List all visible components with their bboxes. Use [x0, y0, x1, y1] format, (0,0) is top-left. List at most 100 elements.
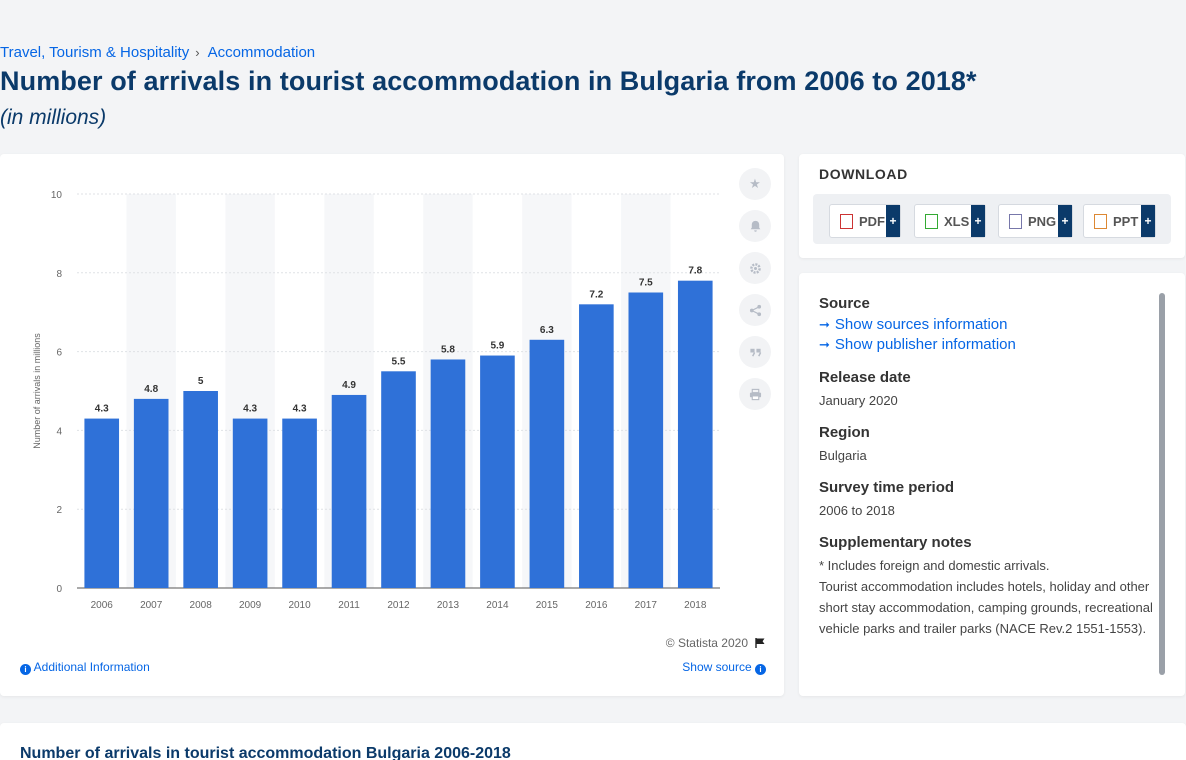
y-axis-title: Number of arrivals in millions [32, 333, 42, 449]
x-tick-label: 2018 [684, 600, 707, 611]
data-label: 6.3 [540, 325, 554, 336]
x-tick-label: 2015 [536, 600, 559, 611]
x-tick-label: 2009 [239, 600, 262, 611]
bottom-title: Number of arrivals in tourist accommodat… [20, 745, 511, 760]
plus-icon: + [1141, 205, 1155, 237]
x-tick-label: 2016 [585, 600, 608, 611]
data-label: 4.8 [144, 384, 158, 395]
show-source-link[interactable]: Show source i [682, 660, 766, 675]
bar-2013 [430, 359, 466, 588]
source-heading: Source [819, 295, 870, 312]
show-sources-link[interactable]: ➞ Show sources information [819, 316, 1155, 333]
xls-label: XLS [944, 213, 970, 229]
show-source-label: Show source [682, 660, 752, 674]
ppt-label: PPT [1113, 213, 1139, 229]
supplementary-notes-heading: Supplementary notes [819, 534, 972, 551]
y-tick-label: 0 [56, 584, 62, 595]
data-label: 5.5 [392, 356, 406, 367]
additional-information-link[interactable]: i Additional Information [20, 660, 150, 675]
top-bar [0, 0, 1186, 38]
bar-2006 [84, 418, 120, 588]
download-pdf-button[interactable]: PDF + [829, 204, 901, 238]
x-tick-label: 2007 [140, 600, 163, 611]
meta-card: Source ➞ Show sources information ➞ Show… [799, 273, 1185, 696]
bar-2018 [677, 280, 713, 588]
additional-information-label: Additional Information [33, 660, 150, 674]
data-label: 7.5 [639, 278, 653, 289]
breadcrumb-item-travel[interactable]: Travel, Tourism & Hospitality [0, 44, 190, 61]
info-icon: i [755, 664, 766, 675]
download-card: DOWNLOAD PDF + XLS + PNG + PPT + [799, 154, 1185, 258]
info-icon: i [20, 664, 31, 675]
bottom-card: Number of arrivals in tourist accommodat… [0, 723, 1186, 760]
show-sources-label: Show sources information [834, 316, 1008, 333]
plus-icon: + [1058, 205, 1072, 237]
data-label: 4.3 [243, 404, 257, 415]
download-xls-button[interactable]: XLS + [914, 204, 986, 238]
data-label: 7.8 [688, 266, 702, 277]
pdf-file-icon [840, 213, 853, 229]
bell-icon[interactable] [739, 210, 771, 242]
bar-2007 [133, 398, 169, 588]
show-publisher-label: Show publisher information [834, 336, 1016, 353]
y-tick-label: 4 [56, 426, 62, 437]
copyright: © Statista 2020 [666, 636, 766, 650]
bar-2011 [331, 394, 367, 588]
data-label: 7.2 [589, 289, 603, 300]
share-icon[interactable] [739, 294, 771, 326]
survey-period-value: 2006 to 2018 [819, 503, 895, 518]
scrollbar[interactable] [1159, 293, 1165, 675]
x-tick-label: 2011 [338, 600, 360, 611]
png-file-icon [1009, 213, 1022, 229]
bar-2009 [232, 418, 268, 588]
x-tick-label: 2010 [288, 600, 311, 611]
arrow-right-icon: ➞ [819, 316, 830, 332]
download-png-button[interactable]: PNG + [998, 204, 1073, 238]
data-label: 5 [198, 376, 204, 387]
supplementary-notes-line1: * Includes foreign and domestic arrivals… [819, 558, 1050, 573]
bar-2010 [282, 418, 317, 588]
x-tick-label: 2012 [387, 600, 410, 611]
flag-icon[interactable] [754, 637, 766, 649]
breadcrumb-separator: › [195, 45, 200, 60]
x-tick-label: 2008 [190, 600, 213, 611]
bar-2014 [480, 355, 515, 588]
bar-2016 [579, 304, 614, 588]
star-icon[interactable]: ★ [739, 168, 771, 200]
release-date-value: January 2020 [819, 393, 898, 408]
x-tick-label: 2017 [635, 600, 658, 611]
x-tick-label: 2006 [91, 600, 114, 611]
download-buttons-row: PDF + XLS + PNG + PPT + [813, 194, 1171, 244]
chart-tools: ★ [739, 168, 771, 420]
page-subtitle: (in millions) [0, 106, 107, 129]
release-date-heading: Release date [819, 369, 911, 386]
arrow-right-icon: ➞ [819, 336, 830, 352]
plus-icon: + [971, 205, 985, 237]
y-tick-label: 6 [56, 348, 62, 359]
copyright-text: © Statista 2020 [665, 636, 748, 650]
supplementary-notes-line2: Tourist accommodation includes hotels, h… [819, 579, 1153, 636]
pdf-label: PDF [859, 213, 885, 229]
bar-2017 [628, 292, 664, 588]
region-heading: Region [819, 424, 870, 441]
png-label: PNG [1028, 213, 1057, 229]
bar-2012 [381, 371, 416, 588]
breadcrumb-item-accommodation[interactable]: Accommodation [207, 44, 316, 61]
x-tick-label: 2014 [486, 600, 509, 611]
quote-icon[interactable] [739, 336, 771, 368]
gear-icon[interactable] [739, 252, 771, 284]
y-tick-label: 10 [51, 190, 63, 201]
y-tick-label: 2 [56, 505, 62, 516]
data-label: 4.3 [95, 404, 109, 415]
show-publisher-link[interactable]: ➞ Show publisher information [819, 336, 1155, 353]
breadcrumb: Travel, Tourism & Hospitality › Accommod… [0, 44, 315, 61]
x-tick-label: 2013 [437, 600, 460, 611]
download-label: DOWNLOAD [819, 166, 908, 182]
meta-content: Source ➞ Show sources information ➞ Show… [819, 295, 1155, 652]
print-icon[interactable] [739, 378, 771, 410]
page-title: Number of arrivals in tourist accommodat… [0, 66, 977, 96]
download-ppt-button[interactable]: PPT + [1083, 204, 1156, 238]
ppt-file-icon [1094, 213, 1107, 229]
xls-file-icon [925, 213, 938, 229]
data-label: 5.9 [490, 341, 504, 352]
